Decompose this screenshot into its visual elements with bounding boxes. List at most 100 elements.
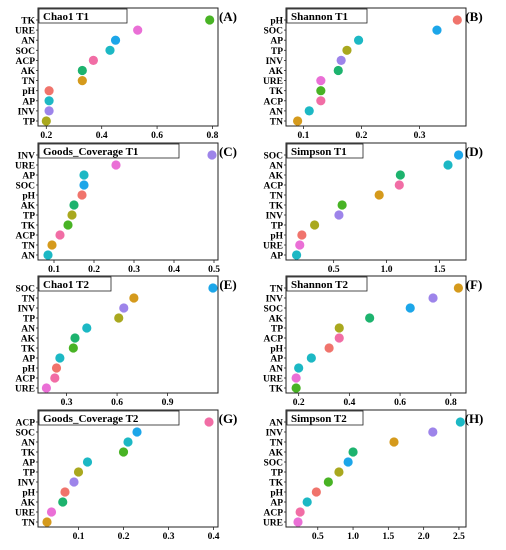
panel-label: (F) — [466, 277, 483, 292]
x-tick-label: 2.5 — [453, 532, 465, 542]
category-label: SOC — [15, 429, 35, 439]
data-point — [129, 293, 139, 303]
data-point — [51, 363, 62, 373]
category-label: INV — [18, 479, 36, 489]
x-tick-label: 0.5 — [208, 265, 220, 275]
category-label: TK — [21, 222, 35, 232]
category-label: AN — [21, 439, 35, 449]
category-label: pH — [22, 365, 35, 375]
category-label: TN — [270, 285, 283, 295]
data-point — [337, 200, 347, 210]
data-point — [452, 15, 462, 25]
data-point — [295, 240, 305, 250]
x-tick-label: 0.2 — [293, 398, 305, 408]
title-box — [286, 410, 364, 426]
category-label: AP — [270, 37, 283, 47]
x-tick-label: 0.6 — [111, 398, 123, 408]
category-label: TP — [23, 118, 35, 128]
title-box — [38, 276, 112, 292]
category-label: TP — [271, 469, 283, 479]
category-label: INV — [18, 152, 36, 162]
data-point — [207, 150, 217, 160]
x-tick-label: 1.5 — [434, 265, 446, 275]
data-point — [114, 313, 124, 323]
plot-frame — [285, 275, 467, 394]
plot-frame — [37, 7, 219, 127]
category-label: URE — [263, 242, 283, 252]
data-point — [336, 55, 346, 65]
category-label: TP — [23, 315, 35, 325]
category-label: ACP — [263, 335, 283, 345]
title-box — [286, 276, 368, 292]
data-point — [334, 323, 344, 333]
x-tick-label: 0.5 — [328, 265, 340, 275]
category-label: AK — [21, 335, 36, 345]
category-label: ACP — [15, 57, 35, 67]
plot-frame — [285, 142, 467, 261]
x-tick-label: 0.1 — [48, 265, 60, 275]
category-label: AN — [269, 107, 283, 117]
category-label: TP — [271, 325, 283, 335]
data-point — [365, 313, 375, 323]
data-point — [111, 160, 121, 170]
data-point — [334, 210, 344, 220]
x-tick-label: 1.0 — [381, 265, 393, 275]
x-tick-label: 0.4 — [168, 265, 180, 275]
data-point — [77, 76, 87, 86]
data-point — [82, 323, 92, 333]
title-box — [286, 143, 364, 159]
data-point — [374, 190, 384, 200]
category-label: AK — [269, 449, 284, 459]
category-label: AN — [269, 365, 283, 375]
category-label: INV — [266, 57, 284, 67]
data-point — [343, 457, 353, 467]
data-point — [110, 35, 121, 45]
category-label: ACP — [15, 419, 35, 429]
category-label: TK — [21, 345, 35, 355]
plot-frame — [37, 275, 219, 394]
data-point — [395, 170, 405, 180]
data-point — [316, 76, 326, 86]
x-tick-label: 0.8 — [207, 131, 219, 141]
x-tick-label: 0.4 — [96, 131, 108, 141]
category-label: INV — [266, 429, 284, 439]
category-label: SOC — [263, 459, 283, 469]
data-point — [394, 180, 404, 190]
x-tick-label: 0.1 — [297, 131, 309, 141]
category-label: AK — [269, 67, 284, 77]
category-label: ACP — [15, 232, 35, 242]
data-point — [88, 55, 98, 65]
panel-7: Goods_Coverage T2 (G) ACPSOCANTKAPTPINVpHA… — [15, 409, 237, 542]
data-point — [334, 333, 344, 343]
data-point — [44, 86, 54, 96]
category-label: ACP — [15, 375, 35, 385]
plot-frame — [37, 142, 219, 261]
category-label: AP — [270, 252, 283, 262]
plot-frame — [285, 409, 467, 528]
x-tick-label: 1.5 — [382, 532, 394, 542]
category-label: AP — [270, 499, 283, 509]
category-label: pH — [270, 232, 283, 242]
category-label: AP — [22, 459, 35, 469]
data-point — [55, 353, 65, 363]
category-label: AP — [270, 355, 283, 365]
x-tick-label: 0.3 — [128, 265, 140, 275]
data-point — [455, 417, 465, 427]
data-point — [55, 230, 65, 240]
category-label: AK — [269, 315, 284, 325]
category-label: AK — [21, 67, 36, 77]
data-point — [443, 160, 453, 170]
data-point — [294, 363, 304, 373]
title-box — [38, 8, 128, 24]
chart-title: Shannon T1 — [291, 11, 348, 23]
category-label: INV — [266, 295, 284, 305]
data-point — [50, 373, 60, 383]
data-point — [132, 427, 142, 437]
data-point — [73, 467, 84, 477]
data-point — [306, 353, 316, 363]
category-label: SOC — [263, 27, 283, 37]
data-point — [119, 303, 129, 313]
category-label: SOC — [15, 182, 35, 192]
